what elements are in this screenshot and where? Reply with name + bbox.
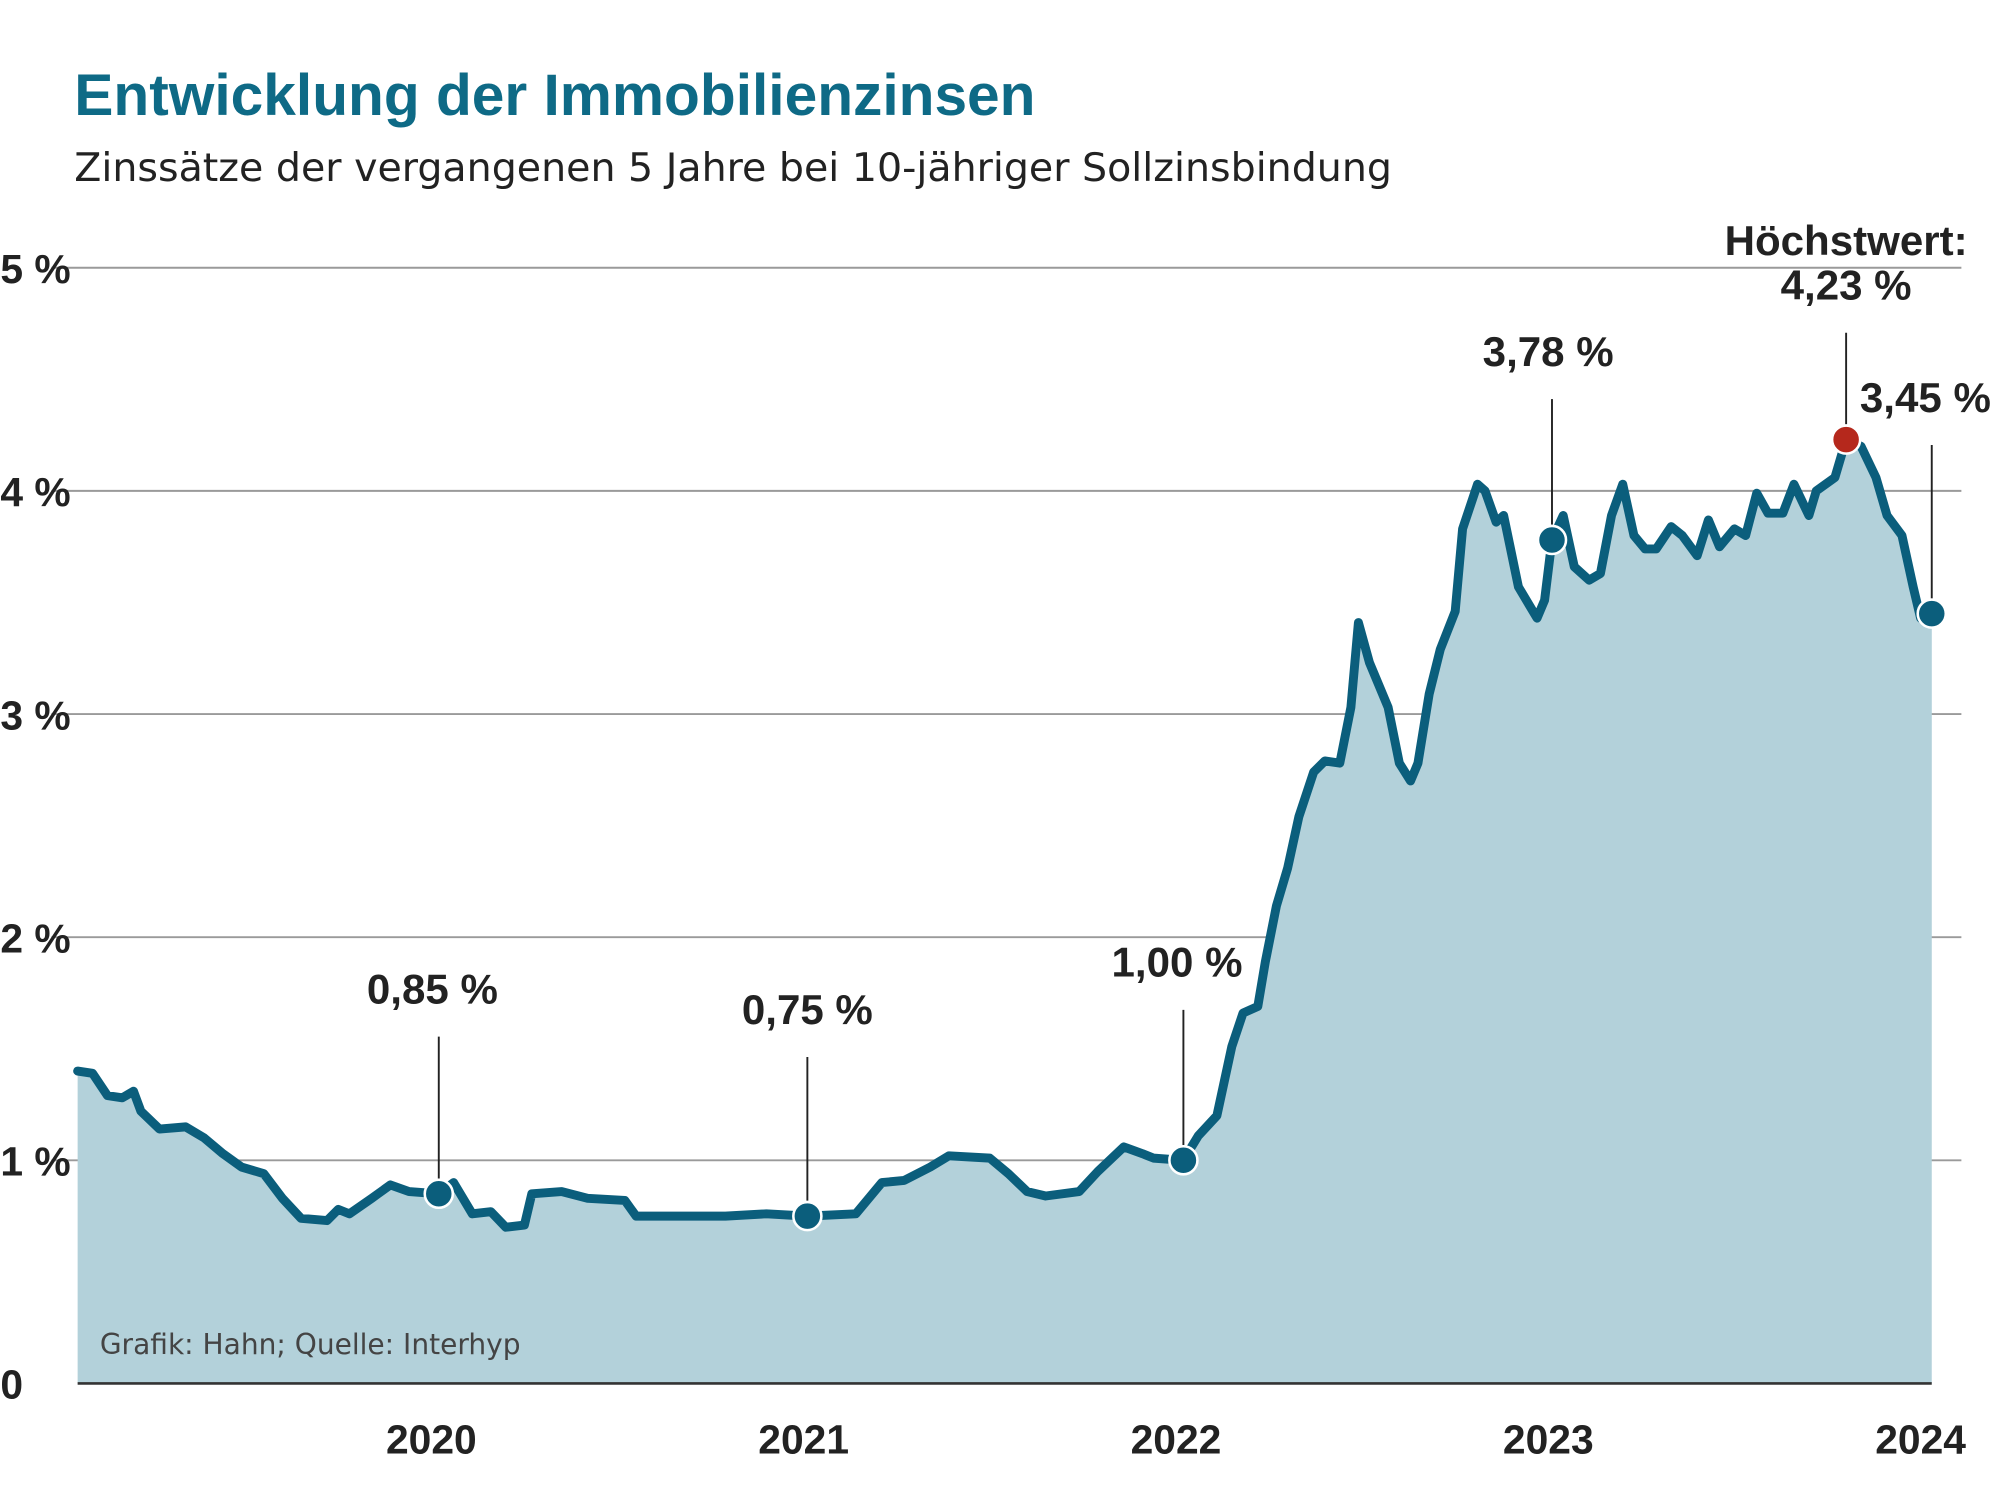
area-fill xyxy=(77,439,1932,1384)
chart-title: Entwicklung der Immobilienzinsen xyxy=(74,63,1035,128)
data-marker xyxy=(423,1178,455,1210)
x-tick-label: 2024 xyxy=(1875,1417,1966,1463)
series-line xyxy=(73,435,1937,1232)
y-tick-label: 1 % xyxy=(0,1139,70,1185)
data-marker xyxy=(1916,598,1948,629)
y-tick-label: 0 xyxy=(0,1362,23,1408)
data-marker xyxy=(792,1200,823,1232)
annotation-label: 0,75 % xyxy=(742,986,873,1033)
annotation-label: 3,78 % xyxy=(1483,328,1614,375)
annotation-label: 3,45 % xyxy=(1860,374,1991,421)
y-tick-label: 3 % xyxy=(0,692,70,738)
data-marker xyxy=(1168,1144,1199,1176)
x-tick-label: 2020 xyxy=(386,1417,477,1463)
y-tick-label: 2 % xyxy=(0,915,70,961)
x-tick-label: 2021 xyxy=(758,1417,849,1463)
annotation-prefix: Höchstwert: xyxy=(1725,217,1968,264)
area-layer xyxy=(73,435,1937,1385)
peak-marker xyxy=(1830,424,1862,455)
source-note: Grafik: Hahn; Quelle: Interhyp xyxy=(100,1328,521,1361)
y-tick-label: 5 % xyxy=(0,246,70,292)
annotations: 0,85 % 0,75 % 1,00 % 3,78 % 4,23 %Höchstwert… xyxy=(367,217,1991,1232)
annotation-label: 4,23 % xyxy=(1781,262,1912,309)
annotation-label: 1,00 % xyxy=(1112,939,1243,986)
x-axis: 2020 2021 2022 2023 2024 xyxy=(386,1417,1966,1463)
x-tick-label: 2023 xyxy=(1503,1417,1594,1463)
annotation-label: 0,85 % xyxy=(367,965,498,1012)
y-tick-label: 4 % xyxy=(0,469,70,515)
data-marker xyxy=(1536,524,1568,556)
chart-subtitle: Zinssätze der vergangenen 5 Jahre bei 10… xyxy=(74,145,1392,191)
y-axis: 0 1 % 2 % 3 % 4 % 5 % xyxy=(0,246,70,1408)
x-tick-label: 2022 xyxy=(1131,1417,1222,1463)
